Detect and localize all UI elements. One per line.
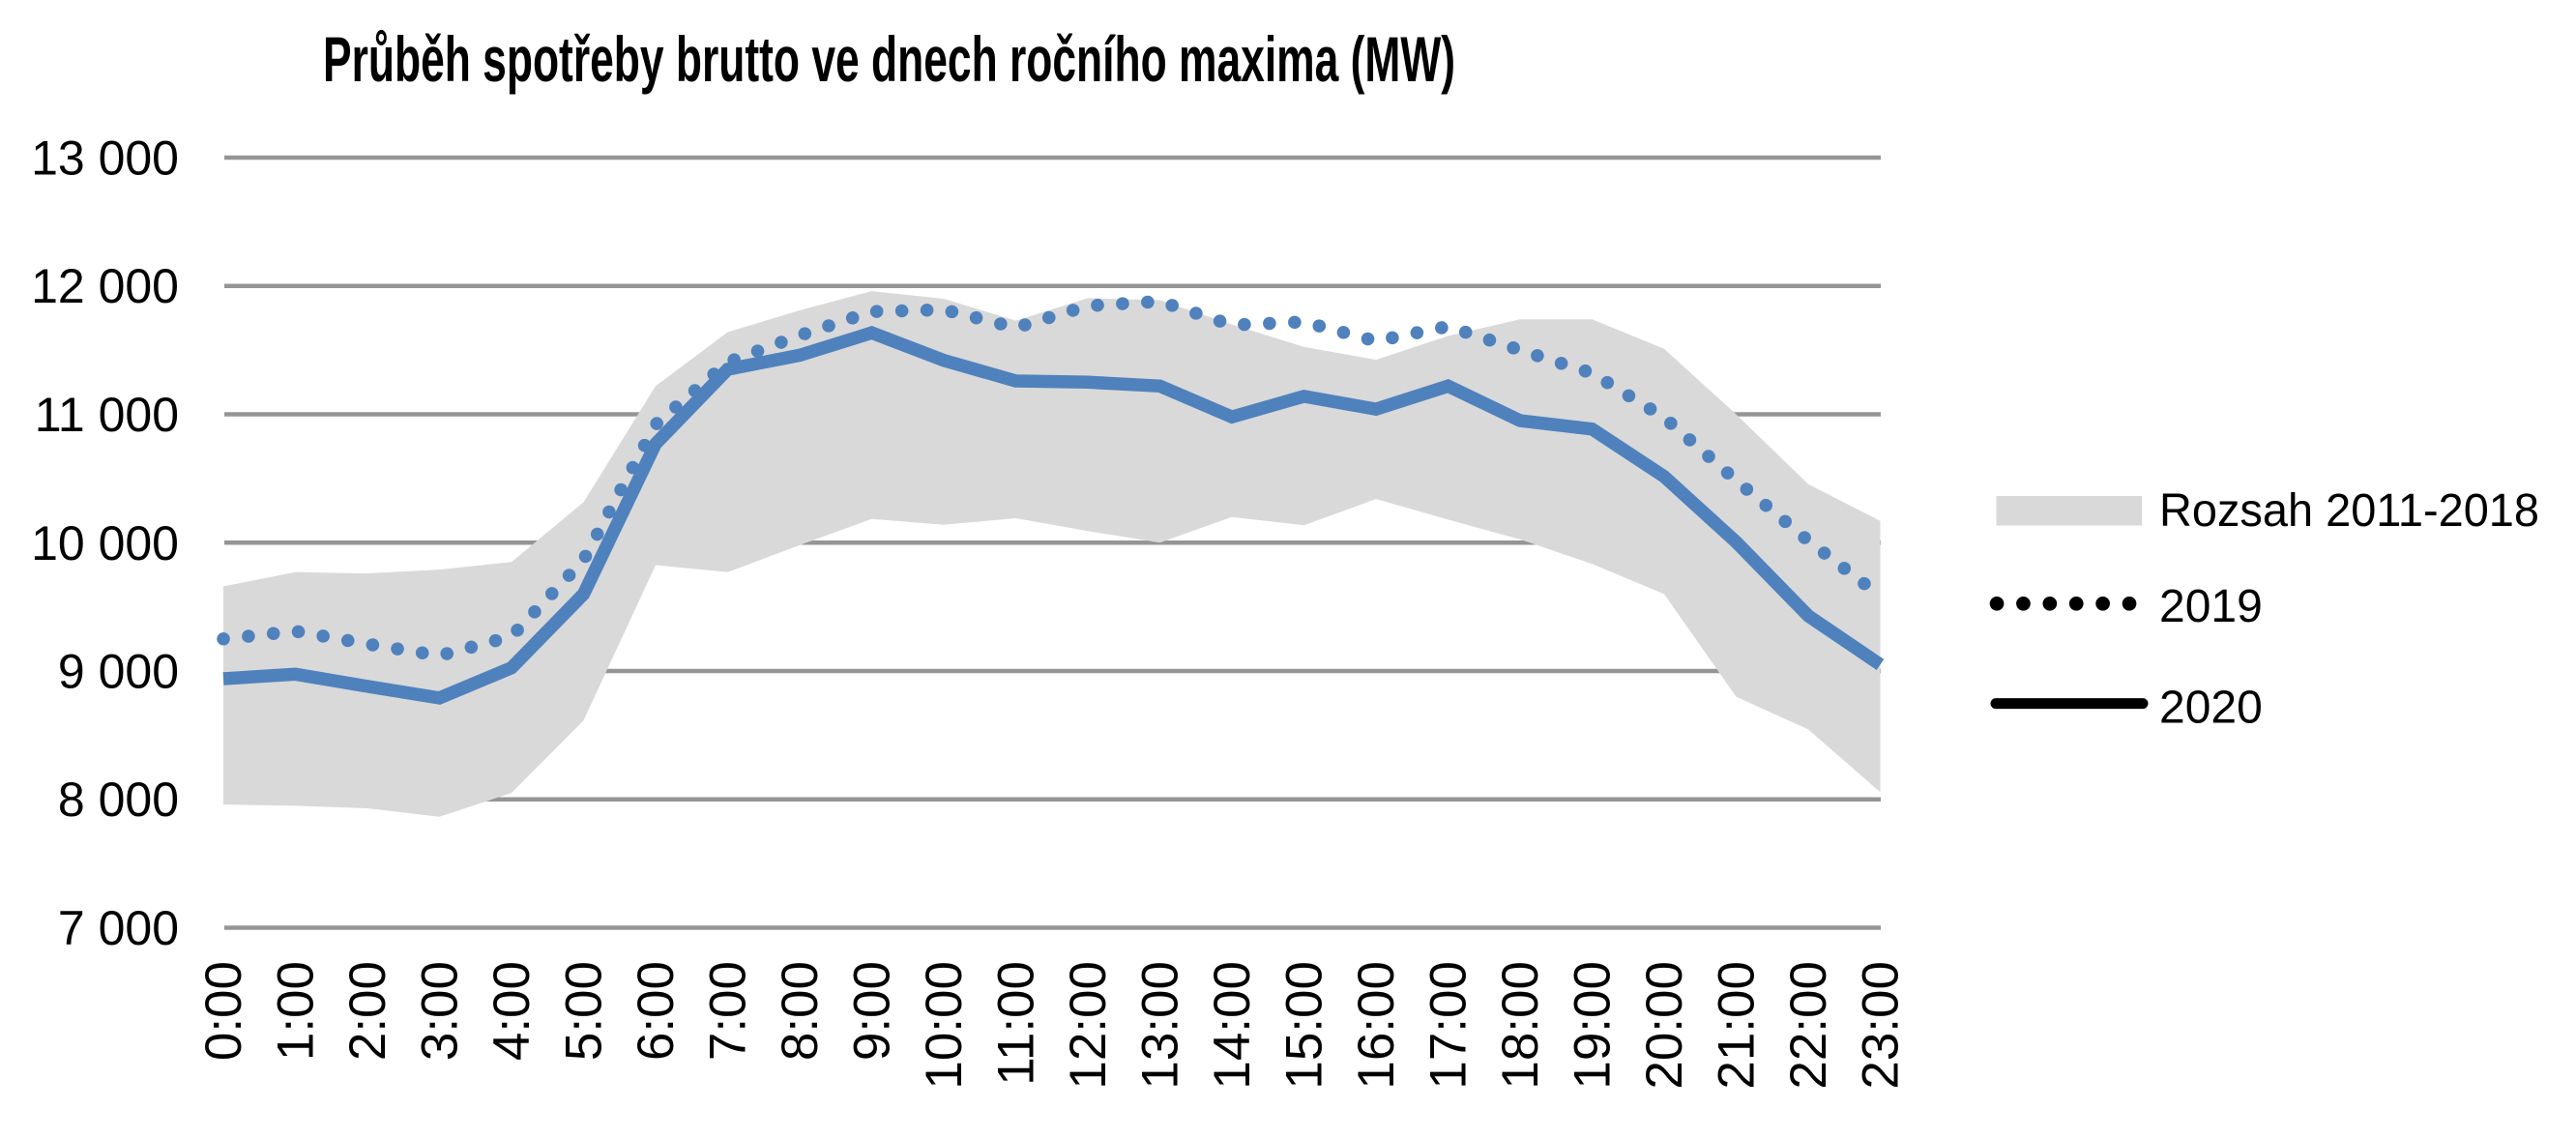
svg-text:Rozsah 2011-2018: Rozsah 2011-2018 xyxy=(2159,485,2539,537)
svg-text:20:00: 20:00 xyxy=(1636,961,1693,1090)
svg-text:2020: 2020 xyxy=(2159,683,2263,734)
svg-text:7:00: 7:00 xyxy=(700,961,757,1061)
svg-text:11 000: 11 000 xyxy=(35,388,179,442)
svg-text:19:00: 19:00 xyxy=(1565,961,1622,1090)
svg-text:5:00: 5:00 xyxy=(556,961,613,1061)
svg-text:18:00: 18:00 xyxy=(1492,961,1549,1090)
svg-text:3:00: 3:00 xyxy=(412,961,469,1061)
svg-text:1:00: 1:00 xyxy=(268,961,325,1061)
svg-text:16:00: 16:00 xyxy=(1348,961,1405,1090)
svg-text:8 000: 8 000 xyxy=(58,773,179,827)
svg-text:15:00: 15:00 xyxy=(1276,961,1333,1090)
svg-text:13:00: 13:00 xyxy=(1132,961,1189,1090)
svg-text:6:00: 6:00 xyxy=(628,961,685,1061)
svg-text:Průběh spotřeby brutto ve dnec: Průběh spotřeby brutto ve dnech ročního … xyxy=(323,23,1455,95)
svg-text:8:00: 8:00 xyxy=(772,961,829,1061)
svg-text:13 000: 13 000 xyxy=(31,131,179,186)
svg-text:7 000: 7 000 xyxy=(58,901,179,955)
svg-text:10 000: 10 000 xyxy=(31,516,179,570)
svg-text:11:00: 11:00 xyxy=(988,961,1045,1086)
svg-text:17:00: 17:00 xyxy=(1420,961,1478,1090)
svg-text:21:00: 21:00 xyxy=(1709,961,1766,1090)
svg-text:12:00: 12:00 xyxy=(1060,961,1117,1090)
svg-text:2:00: 2:00 xyxy=(339,961,396,1061)
svg-text:14:00: 14:00 xyxy=(1204,961,1261,1090)
svg-text:0:00: 0:00 xyxy=(195,961,252,1061)
svg-text:2019: 2019 xyxy=(2159,581,2263,632)
svg-text:22:00: 22:00 xyxy=(1780,961,1837,1090)
svg-text:9:00: 9:00 xyxy=(844,961,901,1061)
svg-text:12 000: 12 000 xyxy=(31,259,179,313)
svg-text:10:00: 10:00 xyxy=(916,961,973,1090)
svg-text:23:00: 23:00 xyxy=(1853,961,1910,1090)
svg-text:4:00: 4:00 xyxy=(483,961,541,1061)
svg-text:9 000: 9 000 xyxy=(58,645,179,699)
